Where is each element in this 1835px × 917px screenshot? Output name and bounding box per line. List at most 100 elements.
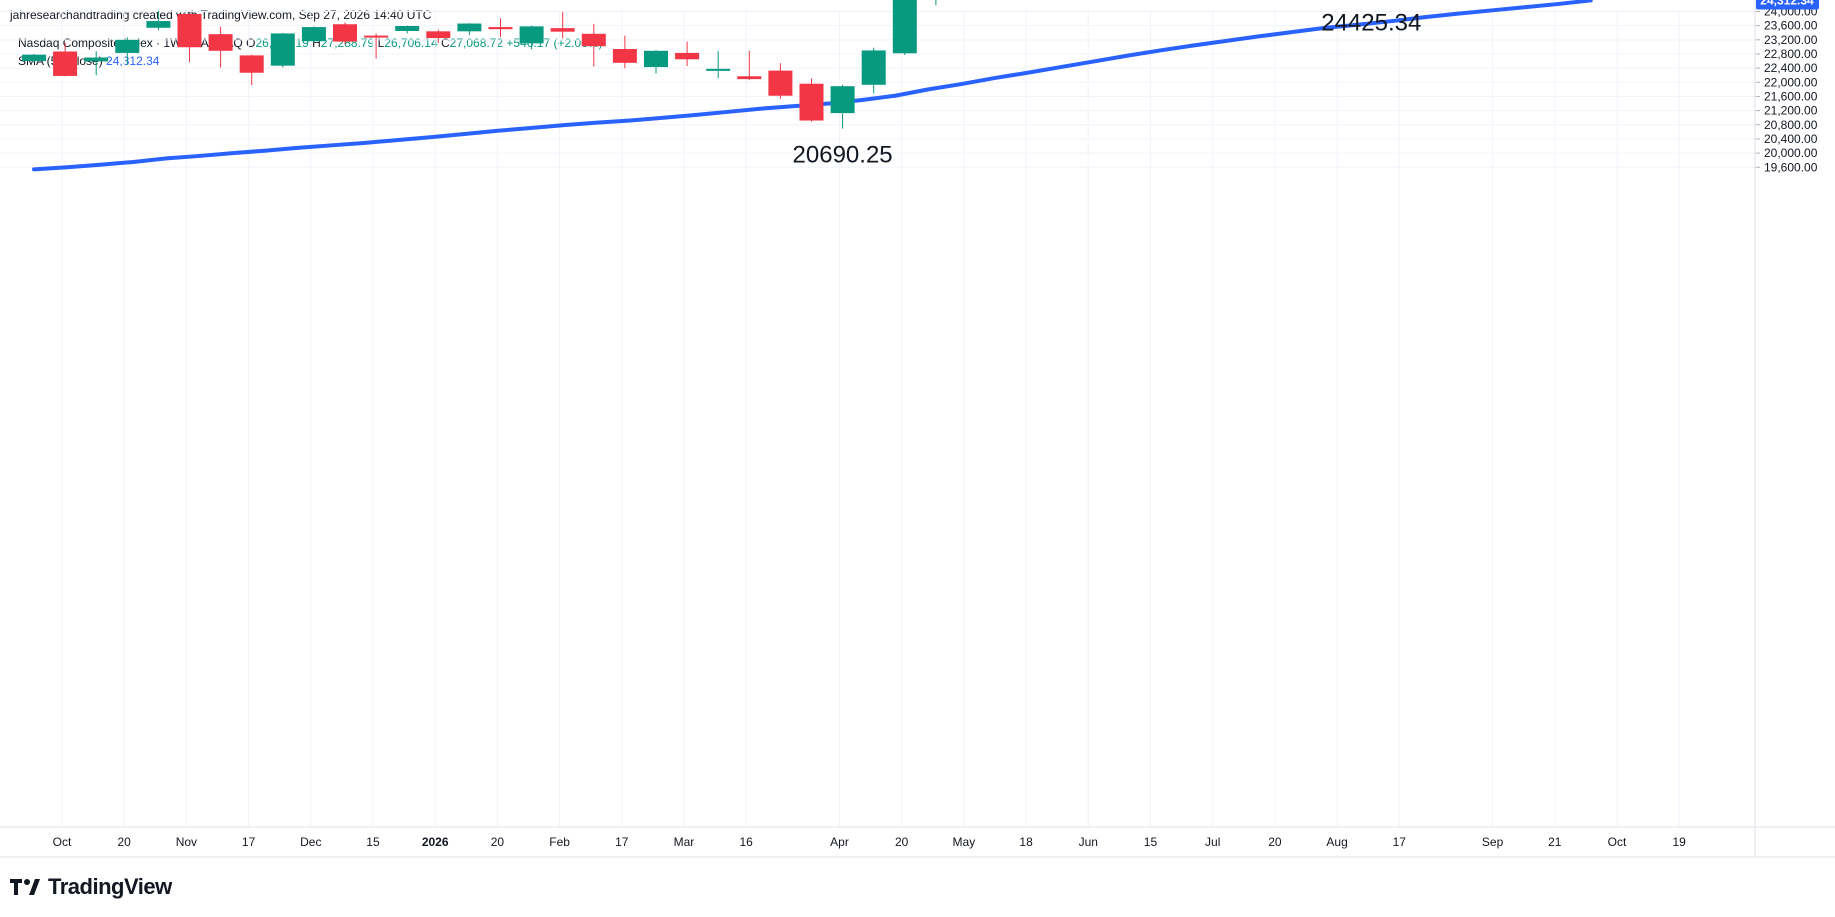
x-tick-label: Nov [176,835,197,849]
candle [177,13,202,63]
candle [426,29,451,44]
y-tick-label: 21,200.00 [1764,104,1818,118]
y-tick-label: 20,800.00 [1764,118,1818,132]
candle [768,63,793,99]
x-tick-label: 21 [1548,835,1562,849]
candle-body [146,21,171,28]
candle [737,50,762,81]
candle-body [799,83,824,121]
y-tick-label: 20,000.00 [1764,146,1818,160]
candle-body [861,50,886,85]
candle-body [177,13,202,48]
y-tick-label: 23,200.00 [1764,33,1818,47]
candle [333,22,357,45]
candle [239,54,264,86]
close-label: C [441,36,450,50]
x-tick-label: Oct [1608,835,1627,849]
candle [115,37,140,65]
tradingview-logo-text: TradingView [48,874,172,899]
axes-layer: 19,600.0020,000.0020,400.0020,800.0021,2… [0,0,1835,858]
candle-body [457,23,482,32]
candle [488,18,513,37]
y-tick-label: 22,000.00 [1764,75,1818,89]
x-tick-label: 20 [118,835,132,849]
x-tick-label: Mar [674,835,695,849]
candle-body [612,49,637,63]
candle [581,23,606,67]
y-tick-label: 22,800.00 [1764,47,1818,61]
candle [208,26,233,68]
candle [675,41,700,67]
candle-body [115,39,140,53]
tradingview-logo[interactable]: TradingView [10,874,172,900]
candle-body [395,26,420,31]
x-tick-label: 17 [615,835,629,849]
sma-price-tag-bg [1756,0,1819,10]
x-tick-label: 2026 [422,835,449,849]
candle-body [426,31,451,39]
candle [861,47,886,94]
x-tick-label: Feb [549,835,570,849]
candle [550,11,575,39]
candle [799,78,824,122]
candle-body [892,0,917,54]
candle-body [364,35,389,38]
x-tick-label: 18 [1019,835,1033,849]
candle-body [239,55,264,73]
x-tick-label: 17 [1393,835,1407,849]
candle [457,23,482,35]
grid-lines [0,10,1755,827]
x-tick-label: May [953,835,976,849]
x-tick-label: 20 [491,835,505,849]
x-tick-label: Jun [1079,835,1098,849]
x-tick-label: 17 [242,835,256,849]
candle-body [644,50,668,68]
candle-body [581,33,606,47]
candle [364,33,389,59]
x-tick-label: Apr [830,835,849,849]
candle-body [301,27,326,42]
candle [612,35,637,69]
high-label: H [312,36,321,50]
candle-body [706,68,731,71]
candle [395,25,420,34]
candle [84,51,109,76]
x-tick-label: 19 [1673,835,1687,849]
candle [53,42,78,77]
candle [146,10,171,31]
candle [644,50,668,74]
candle-body [208,34,233,51]
candle [22,53,46,63]
x-tick-label: 20 [895,835,909,849]
low-label: L [377,36,385,50]
sma-value: 24,312.34 [106,54,160,68]
x-tick-label: Sep [1482,835,1504,849]
candle-body [270,33,295,66]
candle [519,25,544,50]
candle [301,26,326,43]
x-tick-label: Jul [1205,835,1220,849]
price-annotation: 20690.25 [793,142,893,169]
candle [270,32,295,68]
y-tick-label: 22,400.00 [1764,61,1818,75]
y-tick-label: 20,400.00 [1764,132,1818,146]
candle-body [675,52,700,60]
x-tick-label: 20 [1268,835,1282,849]
candle [706,51,731,79]
x-tick-label: Oct [53,835,72,849]
price-annotation: 24425.34 [1321,9,1421,36]
candle-body [519,26,544,44]
x-tick-label: 16 [740,835,754,849]
y-tick-label: 23,600.00 [1764,19,1818,33]
candle-body [84,57,109,62]
sma-price-tag: 24,312.34 [1760,0,1814,7]
y-tick-label: 19,600.00 [1764,160,1818,174]
candle-body [22,54,46,62]
open-label: O [246,36,256,50]
x-tick-label: 15 [366,835,380,849]
candle-body [768,70,793,96]
y-tick-label: 21,600.00 [1764,89,1818,103]
candle-body [333,24,357,42]
